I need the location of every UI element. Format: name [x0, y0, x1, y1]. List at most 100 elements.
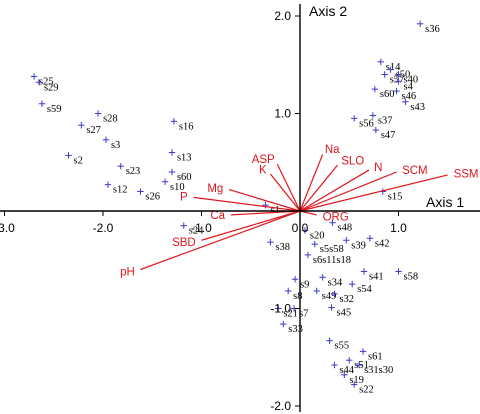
- site-label: s34: [328, 277, 343, 288]
- vector-label: K: [259, 164, 267, 176]
- site-label: s55: [335, 341, 350, 352]
- site-point: s3: [102, 136, 120, 151]
- site-label: s60: [177, 172, 192, 183]
- vector-line: [299, 154, 324, 212]
- vector-line: [140, 210, 301, 271]
- site-label: s27: [86, 125, 101, 136]
- site-label: s37: [378, 115, 393, 126]
- site-label: s59: [47, 104, 62, 115]
- site-label: s54: [357, 284, 372, 295]
- site-label: s10: [170, 182, 185, 193]
- site-point: s39: [343, 237, 366, 251]
- vector-label: Ca: [210, 210, 225, 222]
- site-point: s8: [284, 287, 303, 302]
- site-label: s8: [293, 291, 302, 302]
- vector-line: [299, 171, 397, 212]
- site-point: s40: [395, 71, 419, 86]
- site-point: s61: [359, 348, 383, 362]
- site-label: s33: [288, 324, 303, 335]
- site-label: s19: [349, 375, 364, 386]
- vector-label: SSM: [454, 169, 479, 181]
- site-point: s12: [104, 181, 128, 196]
- site-label: s42: [375, 238, 390, 249]
- site-point: s26: [137, 188, 160, 203]
- vector-label: N: [374, 162, 382, 174]
- vector-line: [228, 188, 301, 212]
- site-point: s9: [291, 276, 309, 290]
- site-label: s58: [404, 271, 419, 282]
- vector-label: P: [180, 192, 188, 204]
- vector-label: pH: [120, 267, 135, 279]
- vector-line: [201, 210, 301, 241]
- site-point: s6s11s18: [304, 251, 351, 266]
- site-point: s56: [350, 115, 374, 129]
- site-label: s15: [388, 192, 403, 203]
- site-label: s2: [74, 155, 83, 166]
- site-label: s40: [404, 75, 419, 86]
- site-point: s58: [395, 268, 418, 282]
- site-point: s55: [326, 337, 350, 352]
- site-point: s60: [371, 85, 395, 100]
- site-label: s3: [111, 140, 120, 151]
- site-label: s60: [380, 89, 395, 100]
- site-label: s28: [103, 114, 118, 125]
- site-label: s21: [283, 309, 298, 320]
- site-label: s25: [39, 76, 54, 87]
- site-point: s57: [381, 71, 404, 86]
- x-tick-label: 1.0: [390, 221, 407, 235]
- site-point: s32: [331, 290, 354, 305]
- site-point: s2: [65, 152, 83, 166]
- site-point: s54: [349, 280, 373, 295]
- site-label: s48: [338, 223, 353, 234]
- site-point: s38: [267, 239, 290, 253]
- site-point: s34: [319, 274, 343, 288]
- site-label: s5s58: [320, 244, 344, 255]
- site-point: s51: [346, 356, 369, 371]
- site-label: s22: [359, 385, 374, 396]
- site-point: s45: [328, 304, 351, 319]
- site-label: s16: [179, 121, 194, 132]
- site-label: s23: [126, 166, 141, 177]
- site-point: s50: [387, 66, 411, 81]
- site-label: s49: [322, 291, 337, 302]
- site-point: s13: [168, 149, 192, 164]
- site-point: s20: [301, 227, 325, 242]
- x-tick-label: -3.0: [0, 221, 15, 235]
- site-point: s14: [377, 58, 401, 73]
- site-point: s25: [30, 73, 54, 87]
- site-label: s29: [44, 82, 59, 93]
- site-point: s21: [275, 305, 298, 320]
- site-label: s24: [189, 226, 204, 237]
- site-point: s23: [117, 162, 141, 177]
- vector-line: [193, 196, 301, 212]
- site-point: s46: [393, 87, 417, 102]
- site-label: s56: [359, 118, 374, 129]
- site-point: s43: [402, 98, 425, 113]
- site-label: s12: [113, 185, 128, 196]
- vector-label: Na: [325, 144, 340, 156]
- site-label: s31s30: [364, 365, 393, 376]
- site-label: s47: [381, 130, 396, 141]
- site-label: s6s11s18: [313, 255, 351, 266]
- site-label: s7: [299, 309, 308, 320]
- vector-line: [276, 163, 301, 212]
- site-point: s36: [416, 20, 440, 35]
- site-point: s47: [372, 126, 396, 141]
- y-axis-title: Axis 2: [309, 3, 347, 19]
- site-point: s59: [38, 100, 62, 115]
- y-tick-label: -2.0: [270, 399, 291, 413]
- site-point: s48: [329, 219, 353, 234]
- site-point: s27: [78, 122, 101, 136]
- site-point: s60: [168, 168, 192, 183]
- site-label: s46: [402, 91, 417, 102]
- site-point: s42: [366, 235, 390, 249]
- vector-label: SLO: [341, 156, 364, 168]
- site-point: s10: [161, 178, 185, 193]
- site-label: s61: [368, 351, 383, 362]
- site-point: s5s58: [311, 240, 344, 255]
- vector-label: SBD: [172, 237, 196, 249]
- site-point: s16: [170, 118, 194, 132]
- site-label: s50: [396, 70, 411, 81]
